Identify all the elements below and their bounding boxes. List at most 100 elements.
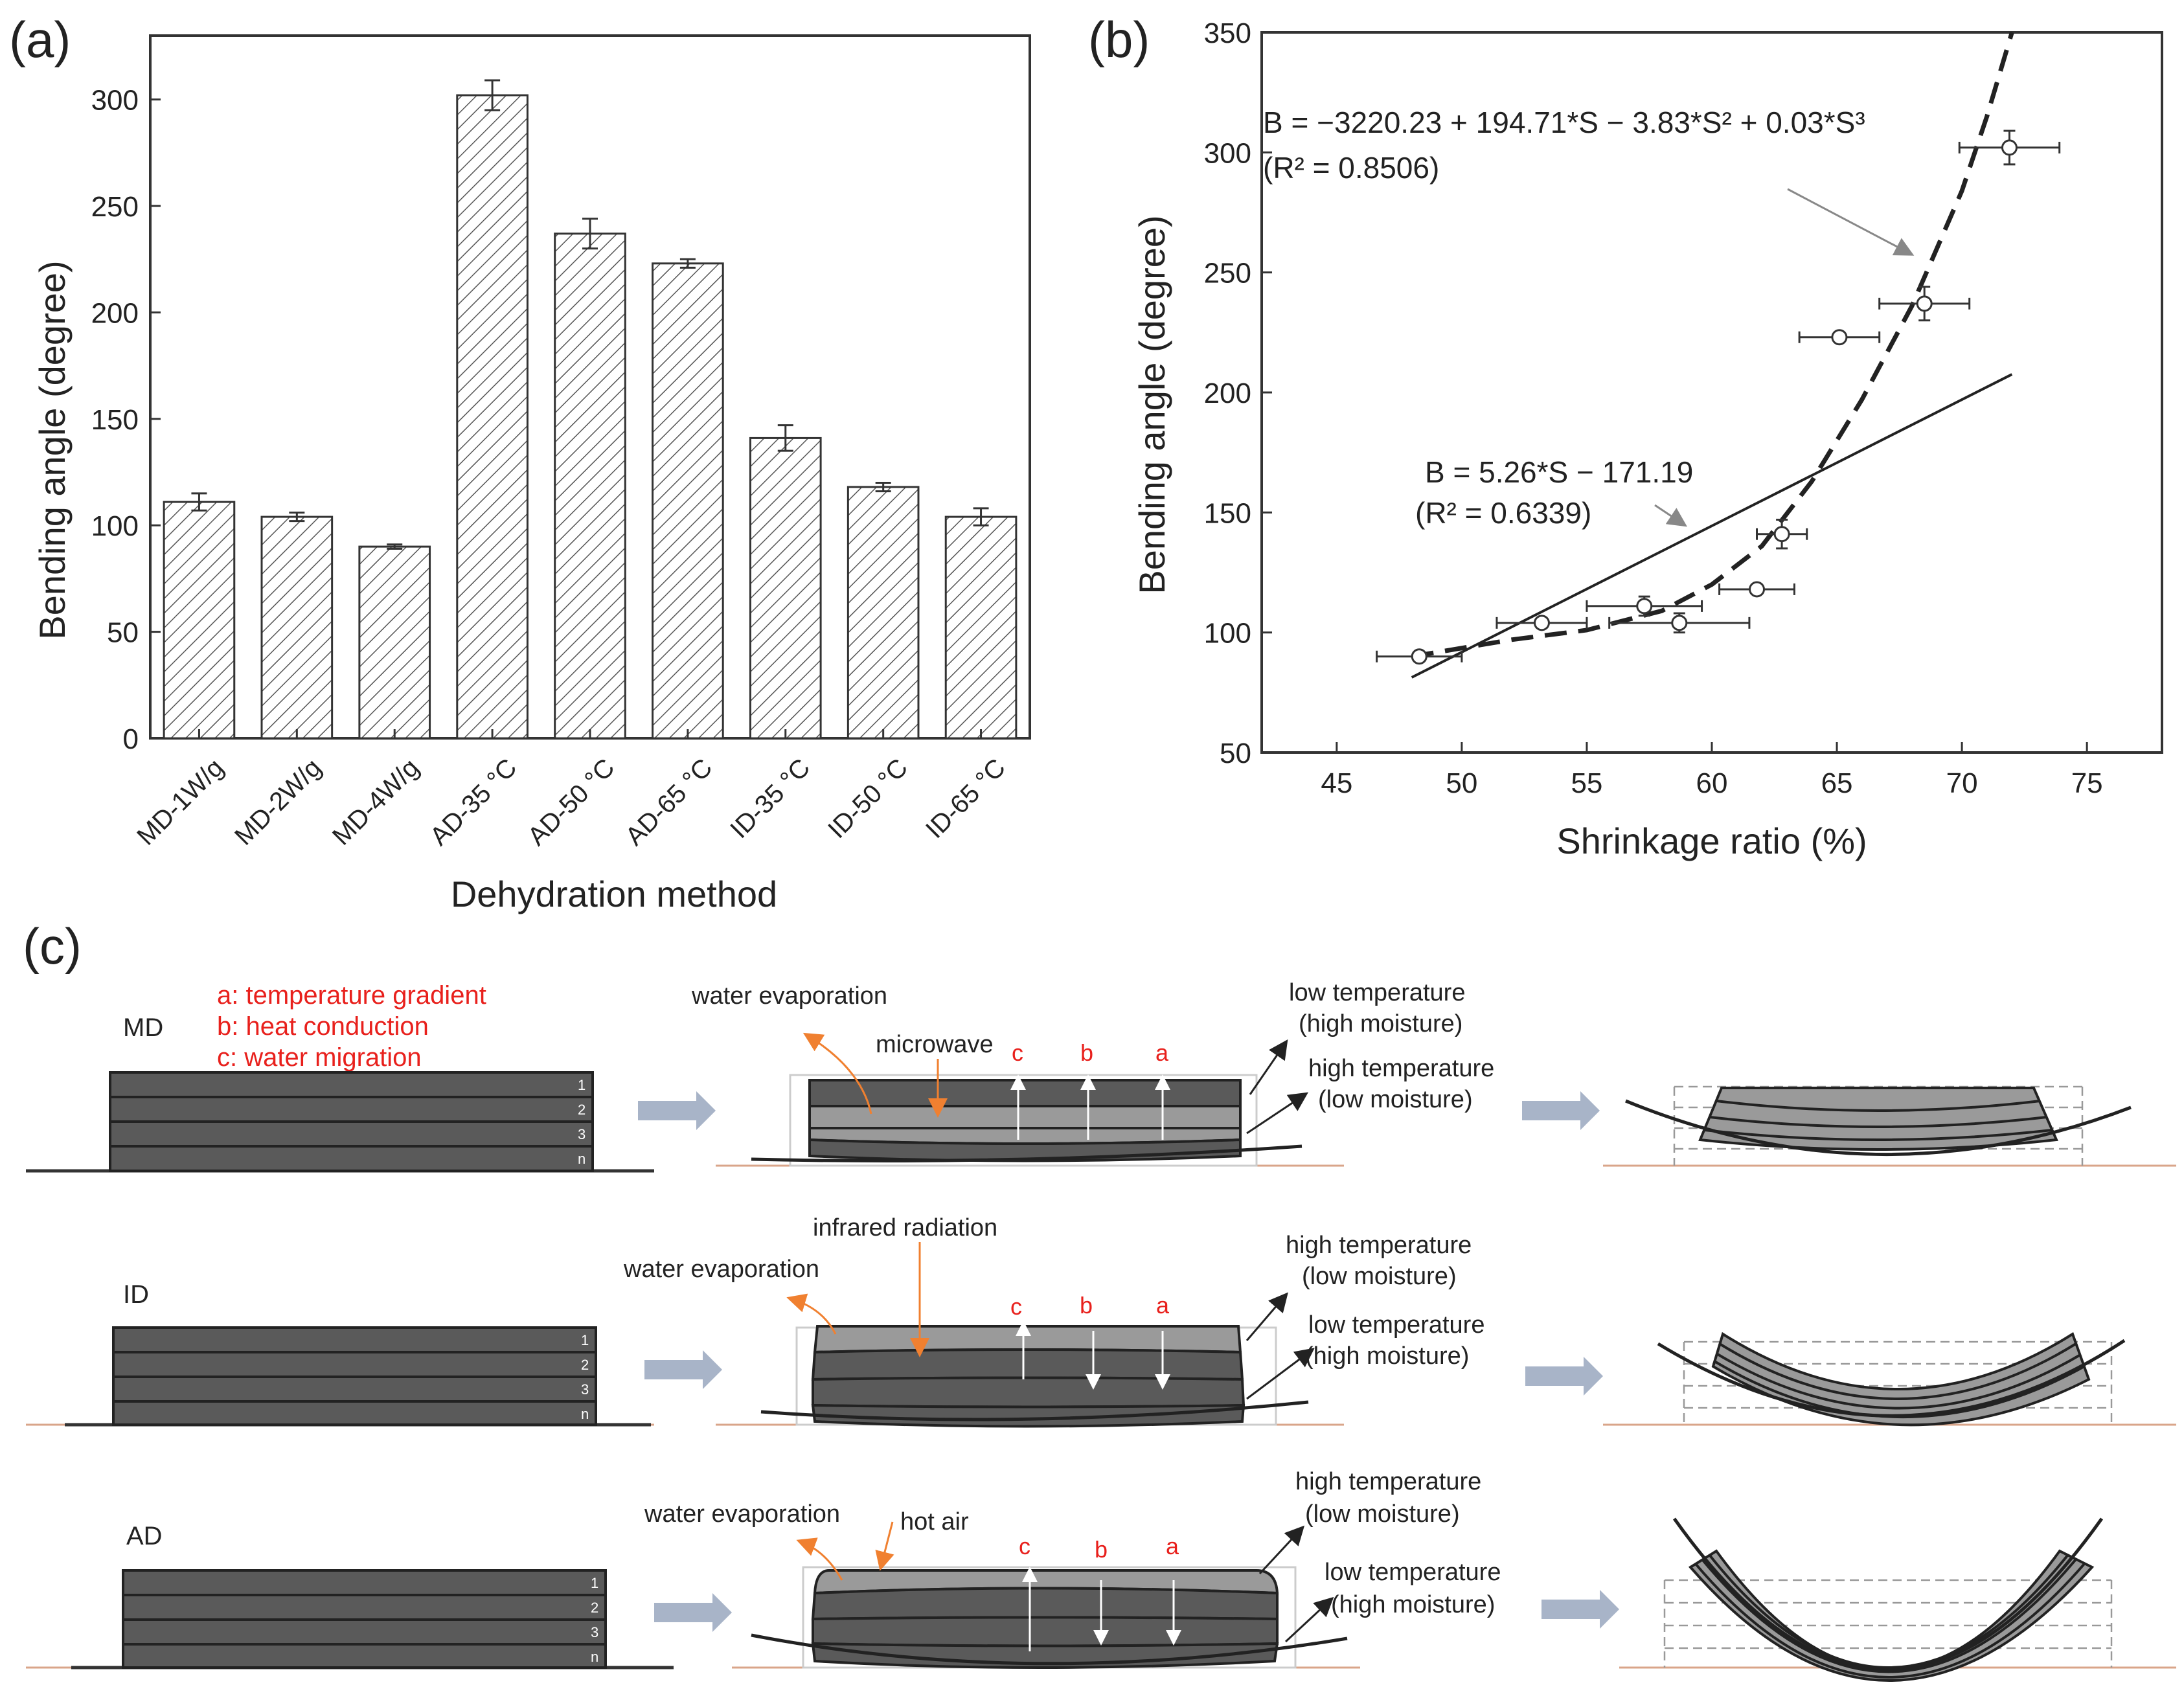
id-bottom-label-1: low temperature: [1308, 1311, 1484, 1339]
x-tick-label: 55: [1571, 767, 1602, 799]
data-point: [1671, 615, 1688, 631]
ad-evaporation-label: water evaporation: [644, 1500, 840, 1528]
linear-annotation-arrow: [1654, 504, 1687, 527]
linear-fit-line: [1411, 373, 2013, 679]
cubic-annotation-arrow: [1787, 188, 1915, 256]
panel-label-a: (a): [9, 11, 71, 68]
layer-number-1: 1: [578, 1077, 586, 1093]
ad-source-label: hot air: [900, 1508, 969, 1535]
bar: [749, 436, 822, 740]
x-tick-label: MD-4W/g: [327, 753, 425, 851]
y-tick-label: 50: [1220, 738, 1251, 769]
x-tick-label: MD-1W/g: [131, 753, 229, 851]
x-tick-label: AD-65 °C: [620, 753, 718, 851]
cubic-fit-curve: [1411, 32, 2014, 659]
y-tick-label: 150: [91, 404, 139, 436]
layer-number-3: 3: [591, 1624, 598, 1640]
data-point: [1916, 295, 1933, 312]
id-top-label-2: (low moisture): [1302, 1263, 1457, 1290]
x-tick-label: 50: [1446, 767, 1477, 799]
data-point: [1411, 648, 1428, 665]
bar: [652, 262, 724, 740]
md-source-label: microwave: [876, 1031, 994, 1058]
panel-label-c: (c): [23, 918, 82, 975]
x-tick-label: ID-50 °C: [823, 753, 913, 844]
row-ad-method-label: AD: [126, 1522, 163, 1550]
data-point: [1831, 329, 1848, 346]
arrow-letter-a: a: [1155, 1039, 1169, 1066]
x-tick-label: 60: [1696, 767, 1728, 799]
id-source-label: infrared radiation: [813, 1214, 997, 1241]
id-initial-stack: 1 2 3 n: [112, 1326, 597, 1426]
chart-b-y-axis-title: Bending angle (degree): [1132, 215, 1172, 594]
ad-bottom-label-1: low temperature: [1325, 1559, 1501, 1586]
x-tick-label: AD-50 °C: [522, 753, 620, 851]
layer-number-n: n: [591, 1649, 598, 1665]
x-tick-label: 70: [1946, 767, 1978, 799]
id-top-label-1: high temperature: [1286, 1232, 1472, 1259]
md-bottom-label-1: high temperature: [1308, 1055, 1494, 1082]
arrow-letter-c: c: [1019, 1533, 1030, 1559]
md-bottom-label-2: (low moisture): [1318, 1086, 1473, 1113]
row-id-method-label: ID: [123, 1280, 149, 1309]
cubic-fit-r2: (R² = 0.8506): [1263, 151, 1439, 185]
bar: [358, 545, 431, 740]
layer-number-2: 2: [578, 1102, 586, 1118]
arrow-letter-a: a: [1156, 1292, 1170, 1319]
md-middle-sample: [751, 1079, 1302, 1162]
arrow-letter-c: c: [1010, 1293, 1022, 1320]
data-point: [2001, 139, 2018, 156]
legend-water-migration: c: water migration: [217, 1043, 422, 1072]
chart-a-y-axis-title: Bending angle (degree): [32, 260, 73, 639]
md-evaporation-label: water evaporation: [691, 982, 887, 1010]
layer-number-n: n: [581, 1406, 589, 1422]
ad-top-label-2: (low moisture): [1305, 1500, 1460, 1528]
arrow-letter-c: c: [1012, 1039, 1023, 1066]
layer-number-3: 3: [581, 1381, 589, 1398]
linear-fit-r2: (R² = 0.6339): [1415, 496, 1591, 530]
arrow-letter-a: a: [1166, 1533, 1179, 1559]
scatter-chart-b: 50 100 150 200 250 300 350 45 50 55 60 65 70 75: [1204, 17, 2163, 799]
id-bottom-label-2: (high moisture): [1305, 1342, 1469, 1370]
ad-middle-sample: [751, 1569, 1348, 1669]
legend-temperature-gradient: a: temperature gradient: [217, 981, 486, 1010]
row-ad: AD 1 2 3 n c b a water evaporation: [26, 1468, 2176, 1682]
x-tick-label: AD-35 °C: [425, 753, 523, 851]
layer-number-2: 2: [591, 1600, 598, 1616]
layer-number-n: n: [578, 1151, 586, 1167]
id-final-sample: [1657, 1331, 2126, 1427]
y-tick-label: 250: [91, 191, 139, 223]
x-tick-label: MD-2W/g: [229, 753, 327, 851]
x-tick-label: 45: [1321, 767, 1352, 799]
arrow-letter-b: b: [1095, 1536, 1108, 1563]
x-tick-label: ID-35 °C: [725, 753, 815, 844]
md-initial-stack: 1 2 3 n: [109, 1071, 594, 1172]
y-tick-label: 300: [91, 85, 139, 117]
layer-number-2: 2: [581, 1357, 589, 1373]
ad-bottom-label-2: (high moisture): [1331, 1591, 1495, 1618]
bar: [554, 232, 626, 740]
x-tick-label: ID-65 °C: [920, 753, 1011, 844]
data-point: [1636, 598, 1653, 615]
md-final-sample: [1625, 1085, 2132, 1166]
md-top-label-2: (high moisture): [1299, 1010, 1462, 1037]
y-tick-label: 150: [1204, 497, 1251, 529]
bar: [260, 515, 334, 740]
chart-a-x-axis-title: Dehydration method: [451, 874, 777, 914]
y-tick-label: 200: [1204, 378, 1251, 409]
y-tick-label: 350: [1204, 17, 1251, 49]
layer-number-3: 3: [578, 1126, 586, 1142]
data-point: [1749, 581, 1765, 598]
row-id: ID 1 2 3 n c b a water evaporation: [26, 1214, 2176, 1428]
y-tick-label: 100: [1204, 618, 1251, 650]
chart-b-x-axis-title: Shrinkage ratio (%): [1556, 821, 1867, 861]
bar: [847, 486, 920, 740]
row-md-method-label: MD: [123, 1013, 163, 1042]
id-evaporation-label: water evaporation: [623, 1256, 819, 1283]
y-tick-label: 200: [91, 297, 139, 329]
id-middle-sample: [760, 1325, 1309, 1428]
chart-b-plot-frame: [1260, 31, 2163, 754]
y-tick-label: 250: [1204, 258, 1251, 289]
